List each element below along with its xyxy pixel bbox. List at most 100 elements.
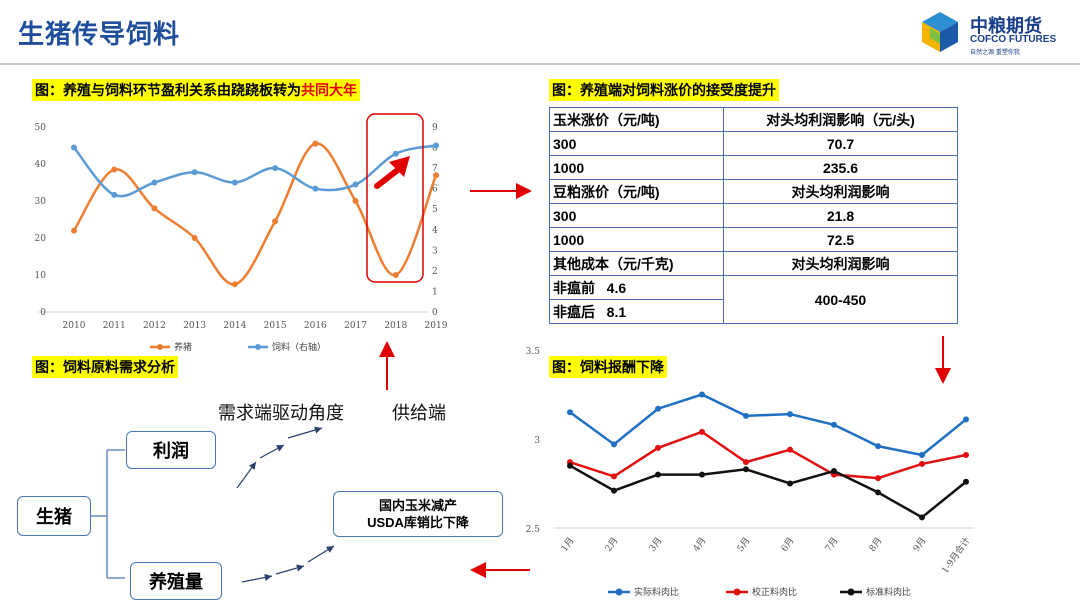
legend-marker [157,344,163,350]
data-point [743,459,749,466]
y-tick-label: 2.5 [526,525,541,535]
data-point [312,140,319,147]
data-point [272,218,279,225]
table-cell: 300 [549,131,724,156]
table-cell: 豆粕涨价（元/吨) [549,179,724,204]
x-tick-label: 5月 [735,535,752,553]
table-row: 玉米涨价（元/吨) 对头均利润影响（元/头) [549,107,958,132]
data-point [787,446,793,453]
x-tick-label: 2018 [384,321,407,331]
data-point [611,487,617,494]
x-tick-label: 2012 [143,321,166,331]
table-cell: 72.5 [723,227,958,252]
y2-tick-label: 3 [432,246,438,256]
table-cell: 玉米涨价（元/吨) [549,107,724,132]
y-tick-label: 10 [35,271,47,281]
table-row: 1000 235.6 [549,155,958,180]
table-cell: 70.7 [723,131,958,156]
data-point [433,142,439,149]
y-tick-label: 40 [35,160,47,170]
series-line-2 [569,430,967,480]
data-point [699,391,705,398]
table-cell: 1000 [549,155,724,180]
legend-marker [733,588,741,596]
panel1-title: 图：养殖与饲料环节盈利关系由跷跷板转为共同大年 [32,79,360,101]
up-arrow-head-icon [389,156,410,177]
table-row: 非瘟前 4.6 400-450 [549,275,958,324]
y2-tick-label: 6 [432,185,438,195]
table-cell: 21.8 [723,203,958,228]
data-point [875,489,881,496]
node-supply-line2: USDA库销比下降 [367,515,469,530]
data-point [919,452,925,459]
table-row: 300 21.8 [549,203,958,228]
series-line-3 [569,464,967,519]
data-point [567,462,573,469]
x-tick-label: 2011 [103,321,126,331]
panel3-title: 图：饲料原料需求分析 [32,356,178,378]
cost-impact-table: 玉米涨价（元/吨) 对头均利润影响（元/头) 300 70.7 1000 235.6 豆粕涨… [549,107,958,324]
series-line-2 [73,144,437,198]
y-tick-label: 30 [35,197,47,207]
data-point [111,191,118,198]
data-point [787,480,793,487]
data-point [919,460,925,467]
data-point [699,428,705,435]
profit-chart: 0 10 20 30 40 50 0 1 2 3 4 5 6 7 8 9 2010 2011 2012 2013 201… [35,113,448,353]
legend-label: 实际料肉比 [634,586,679,598]
data-point [655,471,661,478]
demand-driver-label: 需求端驱动角度 [218,403,344,424]
table-row: 豆粕涨价（元/吨) 对头均利润影响 [549,179,958,204]
y2-tick-label: 9 [432,123,438,133]
table-row: 300 70.7 [549,131,958,156]
table-cell: 其他成本（元/千克) [549,251,724,276]
legend-marker [615,588,623,596]
y-tick-label: 3.5 [526,347,541,357]
cofco-logo: 中粮期货 COFCO FUTURES 自然之源 重塑你我 [918,10,1078,58]
page-title: 生猪传导饲料 [18,20,181,50]
data-point [963,478,969,485]
x-tick-label: 3月 [647,535,664,553]
y-tick-label: 20 [35,234,47,244]
panel2-title: 图：养殖端对饲料涨价的接受度提升 [549,79,779,101]
up-arrow-icon [374,166,402,189]
x-tick-label: 8月 [867,535,884,553]
table-cell: 非瘟后 8.1 [549,299,724,324]
table-row: 1000 72.5 [549,227,958,252]
logo-cn: 中粮期货 [970,16,1042,37]
panel1-title-highlight: 共同大年 [301,83,357,99]
x-tick-label: 6月 [779,535,796,553]
data-point [191,235,198,241]
demand-diagram-lines [90,426,335,583]
highlight-box [366,113,424,283]
data-point [392,150,399,157]
data-point [352,198,359,204]
table-cell: 对头均利润影响 [723,251,958,276]
table-cell: 对头均利润影响 [723,179,958,204]
series-line-1 [72,142,438,286]
data-point [71,227,77,234]
table-cell: 对头均利润影响（元/头) [723,107,958,132]
x-tick-label: 4月 [691,535,708,553]
panel1-title-prefix: 图：养殖与饲料环节盈利关系由跷跷板转为 [35,83,301,99]
table-cell: 非瘟前 4.6 [549,275,724,300]
panel4-title: 图：饲料报酬下降 [549,356,667,378]
y2-tick-label: 2 [432,267,438,277]
data-point [312,185,319,192]
data-point [567,409,573,416]
data-point [611,473,617,480]
data-point [272,165,279,172]
x-tick-label: 2010 [63,321,86,331]
table-cell: 400-450 [723,275,958,324]
node-profit: 利润 [126,431,216,469]
x-tick-label: 2015 [264,321,287,331]
data-point [433,172,439,179]
y-tick-label: 50 [35,123,47,133]
supply-label: 供给端 [392,403,446,424]
data-point [787,411,793,418]
node-supply: 国内玉米减产 USDA库销比下降 [333,491,503,537]
data-point [963,416,969,423]
data-point [151,205,158,212]
legend-label: 校正料肉比 [752,586,797,598]
data-point [655,405,661,412]
